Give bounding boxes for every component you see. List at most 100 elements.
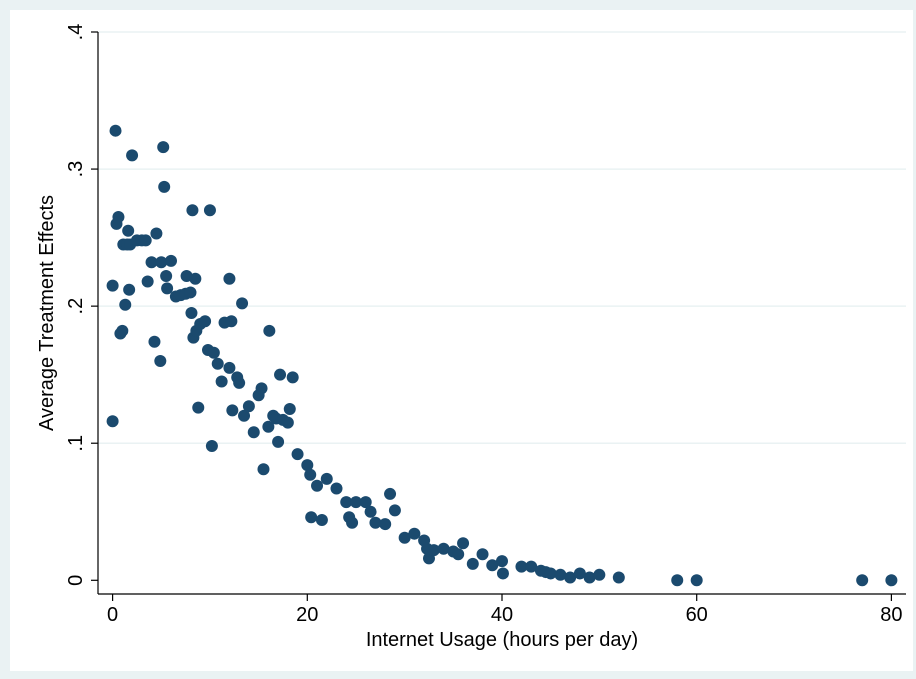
data-point <box>226 404 239 417</box>
data-point <box>123 283 136 296</box>
y-tick-label: .1 <box>65 435 87 452</box>
data-point <box>238 409 251 422</box>
y-tick-label: 0 <box>65 575 87 586</box>
data-point <box>364 505 377 518</box>
data-point <box>141 275 154 288</box>
data-point <box>109 124 122 137</box>
data-point <box>185 307 198 319</box>
data-points <box>106 124 898 587</box>
data-point <box>139 234 152 247</box>
x-tick-label: 20 <box>296 604 318 626</box>
data-point <box>148 335 161 348</box>
data-point <box>106 279 119 292</box>
data-point <box>379 518 392 531</box>
data-point <box>255 382 268 395</box>
data-point <box>205 439 218 452</box>
data-point <box>207 346 220 359</box>
data-point <box>452 548 465 561</box>
data-point <box>315 513 328 526</box>
data-point <box>515 560 528 573</box>
data-point <box>286 371 299 384</box>
data-point <box>119 298 132 311</box>
data-point <box>457 537 470 550</box>
plot-area <box>98 32 906 594</box>
data-point <box>330 482 343 495</box>
data-point <box>262 420 275 433</box>
data-point <box>184 286 197 299</box>
data-point <box>305 511 318 524</box>
data-point <box>340 496 353 509</box>
data-point <box>427 544 440 557</box>
data-point <box>274 368 287 381</box>
data-point <box>263 324 276 337</box>
data-point <box>223 272 236 285</box>
data-point <box>281 416 294 429</box>
data-point <box>192 401 205 414</box>
data-point <box>186 204 199 217</box>
data-point <box>304 468 317 481</box>
x-axis-label: Internet Usage (hours per day) <box>366 629 638 651</box>
data-point <box>301 459 314 472</box>
y-axis-label: Average Treatment Effects <box>36 195 58 431</box>
data-point <box>359 496 372 509</box>
data-point <box>189 272 202 285</box>
data-point <box>554 568 567 581</box>
data-point <box>257 463 270 476</box>
data-point <box>272 435 285 448</box>
data-point <box>408 527 421 540</box>
data-point <box>690 574 703 587</box>
data-point <box>236 297 249 310</box>
data-point <box>671 574 684 587</box>
x-tick-label: 80 <box>880 604 902 626</box>
data-point <box>242 400 255 413</box>
data-point <box>525 560 538 573</box>
data-point <box>158 180 171 193</box>
data-point <box>203 204 216 217</box>
y-tick-label: .3 <box>65 161 87 178</box>
data-point <box>476 548 489 561</box>
data-point <box>223 361 236 374</box>
data-point <box>154 354 167 367</box>
data-point <box>150 227 163 240</box>
data-point <box>369 516 382 529</box>
data-point <box>564 571 577 584</box>
data-point <box>199 315 212 328</box>
data-point <box>283 402 296 415</box>
data-point <box>496 555 508 568</box>
data-point <box>583 571 596 584</box>
data-point <box>155 256 168 269</box>
data-point <box>384 487 397 500</box>
grid-lines <box>98 31 906 444</box>
data-point <box>593 568 606 581</box>
data-point <box>157 141 170 154</box>
data-point <box>160 269 173 282</box>
y-tick-label: .4 <box>65 24 87 41</box>
data-point <box>165 254 178 267</box>
data-point <box>112 211 125 224</box>
data-point <box>885 574 898 587</box>
data-point <box>612 571 625 584</box>
data-point <box>346 516 359 529</box>
data-point <box>145 256 158 269</box>
data-point <box>486 559 499 572</box>
data-point <box>161 282 174 295</box>
data-point <box>126 149 139 162</box>
data-point <box>398 531 411 544</box>
data-point <box>291 448 304 461</box>
x-tick-label: 60 <box>686 604 708 626</box>
data-point <box>544 567 557 580</box>
data-point <box>573 567 586 580</box>
axes: 0 .1 .2 .3 .4 0 20 40 60 80 <box>65 24 906 626</box>
data-point <box>466 557 479 570</box>
data-point <box>496 567 509 580</box>
data-point <box>106 415 119 428</box>
data-point <box>116 324 129 337</box>
data-point <box>122 224 135 237</box>
data-point <box>388 504 401 517</box>
data-point <box>211 357 224 370</box>
data-point <box>225 315 238 328</box>
data-point <box>349 496 362 509</box>
data-point <box>856 574 869 587</box>
